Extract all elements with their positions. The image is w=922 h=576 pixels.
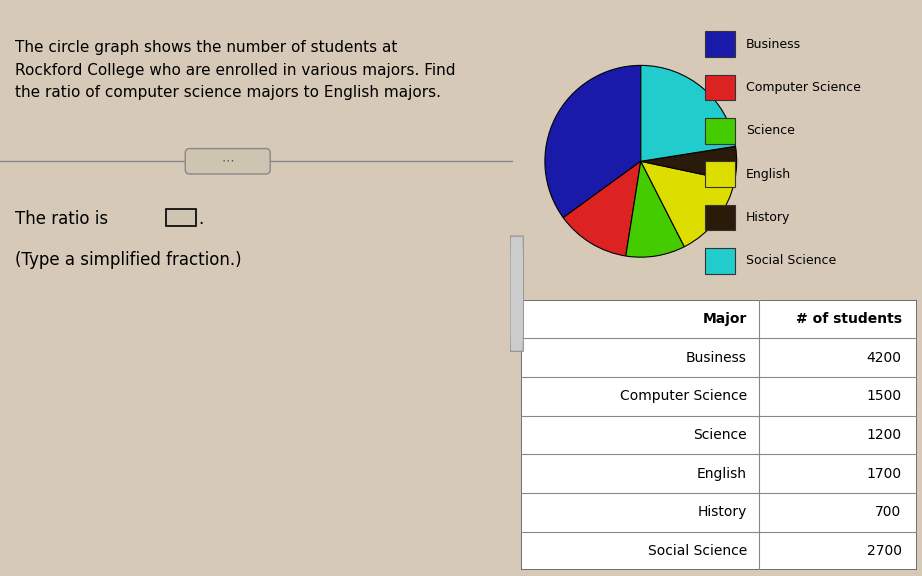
Text: The ratio is: The ratio is <box>16 210 109 228</box>
Text: Science: Science <box>693 428 747 442</box>
Bar <box>704 32 735 57</box>
Bar <box>704 118 735 144</box>
Text: (Type a simplified fraction.): (Type a simplified fraction.) <box>16 251 242 268</box>
Bar <box>704 248 735 274</box>
Text: Computer Science: Computer Science <box>746 81 861 94</box>
Bar <box>704 75 735 100</box>
Text: Social Science: Social Science <box>746 255 836 267</box>
Text: Business: Business <box>686 351 747 365</box>
Text: Business: Business <box>746 38 801 51</box>
Text: History: History <box>746 211 790 224</box>
Text: .: . <box>198 210 204 228</box>
FancyBboxPatch shape <box>510 236 524 351</box>
Text: English: English <box>697 467 747 480</box>
Bar <box>166 209 196 226</box>
Text: 4200: 4200 <box>867 351 902 365</box>
Wedge shape <box>545 66 641 218</box>
Wedge shape <box>641 66 736 161</box>
Text: 700: 700 <box>875 505 902 519</box>
Text: Science: Science <box>746 124 795 138</box>
Bar <box>704 161 735 187</box>
Text: 1500: 1500 <box>867 389 902 403</box>
Text: ⋯: ⋯ <box>221 154 234 167</box>
Text: The circle graph shows the number of students at
Rockford College who are enroll: The circle graph shows the number of stu… <box>16 40 455 100</box>
Text: Social Science: Social Science <box>647 544 747 558</box>
Text: History: History <box>698 505 747 519</box>
Text: Major: Major <box>703 312 747 326</box>
FancyBboxPatch shape <box>185 149 270 174</box>
Text: # of students: # of students <box>796 312 902 326</box>
Text: 1200: 1200 <box>867 428 902 442</box>
Text: 2700: 2700 <box>867 544 902 558</box>
Bar <box>704 205 735 230</box>
Text: English: English <box>746 168 791 181</box>
Text: 1700: 1700 <box>867 467 902 480</box>
Wedge shape <box>563 161 641 256</box>
Wedge shape <box>626 161 684 257</box>
Wedge shape <box>641 161 735 247</box>
Text: Computer Science: Computer Science <box>620 389 747 403</box>
Wedge shape <box>641 146 737 181</box>
